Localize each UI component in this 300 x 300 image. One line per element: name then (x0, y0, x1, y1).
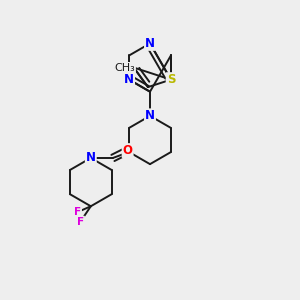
Text: N: N (145, 109, 155, 122)
Text: CH₃: CH₃ (115, 63, 135, 73)
Text: F: F (77, 217, 84, 226)
Text: O: O (123, 144, 133, 157)
Text: S: S (167, 73, 175, 86)
Text: F: F (74, 207, 81, 217)
Text: N: N (145, 37, 155, 50)
Text: N: N (86, 152, 96, 164)
Text: N: N (124, 73, 134, 86)
